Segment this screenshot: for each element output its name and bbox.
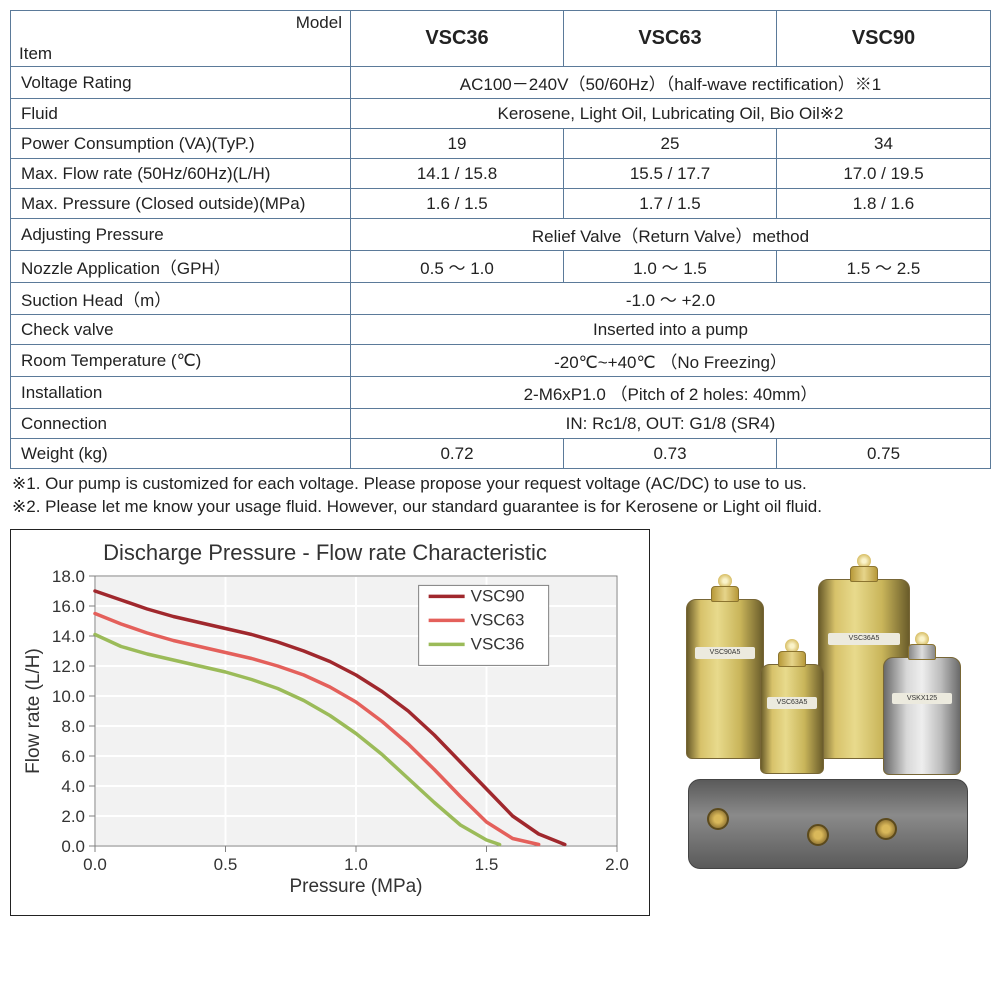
legend-label: VSC63 (471, 610, 525, 629)
row-value: Kerosene, Light Oil, Lubricating Oil, Bi… (351, 99, 991, 129)
row-value: 14.1 / 15.8 (351, 159, 564, 189)
y-tick-label: 16.0 (52, 597, 85, 616)
row-label: Fluid (11, 99, 351, 129)
product-photo: VSC90A5 VSC36A5 VSC63A5 VSKX125 (668, 569, 978, 869)
y-tick-label: 0.0 (61, 837, 85, 856)
row-label: Connection (11, 409, 351, 439)
footnote-line: ※1. Our pump is customized for each volt… (12, 473, 990, 496)
row-value: Relief Valve（Return Valve）method (351, 219, 991, 251)
spec-table: Model Item VSC36VSC63VSC90 Voltage RatingAC… (10, 10, 991, 469)
chart-title: Discharge Pressure - Flow rate Character… (19, 540, 631, 566)
x-tick-label: 2.0 (605, 855, 629, 874)
row-label: Voltage Rating (11, 67, 351, 99)
y-tick-label: 12.0 (52, 657, 85, 676)
row-label: Max. Flow rate (50Hz/60Hz)(L/H) (11, 159, 351, 189)
x-tick-label: 1.0 (344, 855, 368, 874)
row-value: 34 (777, 129, 991, 159)
row-value: 0.72 (351, 439, 564, 469)
model-header: VSC36 (351, 11, 564, 67)
legend-label: VSC36 (471, 634, 525, 653)
model-header: VSC63 (564, 11, 777, 67)
pump-cylinder: VSC63A5 (760, 664, 824, 774)
row-label: Max. Pressure (Closed outside)(MPa) (11, 189, 351, 219)
cyl-label: VSC36A5 (828, 633, 900, 645)
row-value: 17.0 / 19.5 (777, 159, 991, 189)
row-label: Power Consumption (VA)(TyP.) (11, 129, 351, 159)
cyl-label: VSC90A5 (695, 647, 756, 659)
row-label: Installation (11, 377, 351, 409)
model-header: VSC90 (777, 11, 991, 67)
y-tick-label: 18.0 (52, 570, 85, 586)
cyl-label: VSC63A5 (767, 697, 817, 709)
row-label: Check valve (11, 315, 351, 345)
row-value: 0.75 (777, 439, 991, 469)
y-tick-label: 6.0 (61, 747, 85, 766)
row-label: Room Temperature (℃) (11, 345, 351, 377)
footnote-line: ※2. Please let me know your usage fluid.… (12, 496, 990, 519)
row-value: 1.7 / 1.5 (564, 189, 777, 219)
flow-pressure-chart: 0.0 0.5 1.0 1.5 2.0 0.0 2.0 4.0 6.0 8.0 10.0 12.0 14… (19, 570, 629, 900)
pump-base (688, 779, 968, 869)
corner-item-label: Item (19, 44, 52, 64)
x-tick-label: 1.5 (475, 855, 499, 874)
row-label: Weight (kg) (11, 439, 351, 469)
legend-label: VSC90 (471, 586, 525, 605)
row-value: -1.0 ～ +2.0 (351, 283, 991, 315)
row-value: 1.6 / 1.5 (351, 189, 564, 219)
y-tick-label: 10.0 (52, 687, 85, 706)
row-value: 1.8 / 1.6 (777, 189, 991, 219)
x-tick-label: 0.5 (214, 855, 238, 874)
table-corner: Model Item (11, 11, 351, 67)
row-value: 25 (564, 129, 777, 159)
y-tick-label: 4.0 (61, 777, 85, 796)
row-value: 15.5 / 17.7 (564, 159, 777, 189)
x-axis-label: Pressure (MPa) (289, 876, 422, 897)
row-value: 0.5 ～ 1.0 (351, 251, 564, 283)
row-value: 1.0 ～ 1.5 (564, 251, 777, 283)
pump-cylinder: VSKX125 (883, 657, 961, 775)
row-label: Adjusting Pressure (11, 219, 351, 251)
row-value: 0.73 (564, 439, 777, 469)
y-axis-label: Flow rate (L/H) (23, 648, 44, 774)
row-label: Suction Head（m） (11, 283, 351, 315)
pump-cylinder: VSC90A5 (686, 599, 764, 759)
row-value: AC100－240V（50/60Hz）（half-wave rectificat… (351, 67, 991, 99)
y-tick-label: 8.0 (61, 717, 85, 736)
row-value: -20℃~+40℃ （No Freezing） (351, 345, 991, 377)
chart-frame: Discharge Pressure - Flow rate Character… (10, 529, 650, 916)
y-tick-label: 14.0 (52, 627, 85, 646)
y-tick-label: 2.0 (61, 807, 85, 826)
footnotes: ※1. Our pump is customized for each volt… (12, 473, 990, 519)
row-value: 1.5 ～ 2.5 (777, 251, 991, 283)
row-value: Inserted into a pump (351, 315, 991, 345)
corner-model-label: Model (296, 13, 342, 33)
row-value: 2-M6xP1.0 （Pitch of 2 holes: 40mm） (351, 377, 991, 409)
cyl-label: VSKX125 (892, 693, 953, 705)
row-value: 19 (351, 129, 564, 159)
row-value: IN: Rc1/8, OUT: G1/8 (SR4) (351, 409, 991, 439)
x-tick-label: 0.0 (83, 855, 107, 874)
row-label: Nozzle Application（GPH） (11, 251, 351, 283)
